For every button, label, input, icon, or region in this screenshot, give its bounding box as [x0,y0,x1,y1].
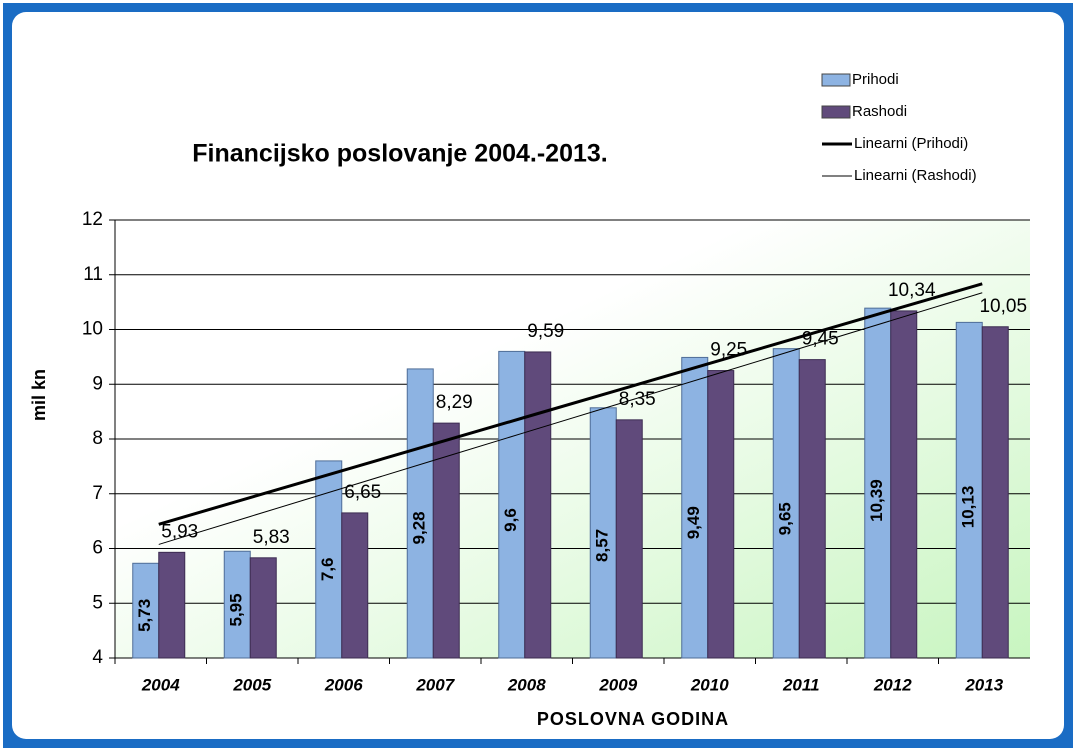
legend-label: Prihodi [852,71,899,88]
x-tick-label: 2012 [873,675,912,694]
chart-title: Financijsko poslovanje 2004.-2013. [192,140,607,168]
bar [681,356,709,659]
legend-swatch [821,73,851,87]
bar [798,359,826,659]
y-tick-label: 11 [83,264,103,285]
legend-label: Linearni (Prihodi) [854,135,968,152]
bar [707,370,735,659]
bar [955,321,983,659]
value-label: 8,35 [619,389,656,410]
y-tick-label: 9 [92,373,103,394]
bar [524,351,552,659]
x-tick-label: 2013 [964,675,1003,694]
y-tick-label: 5 [92,592,103,613]
x-tick-label: 2008 [507,675,546,694]
x-tick-label: 2010 [690,675,729,694]
bar [158,551,186,659]
bar [615,419,643,659]
y-tick-label: 6 [92,538,103,559]
value-label: 10,13 [959,486,978,529]
x-tick-label: 2004 [141,675,180,694]
bar [890,310,918,659]
bar [315,460,343,659]
y-axis-title: mil kn [29,369,49,421]
plot: 4 5 6 7 8 9 10 11 12 2004 2005 2006 2007 2008 2009 2010… [82,71,1030,694]
trendline [158,282,983,526]
value-label: 8,57 [593,529,612,562]
bar [223,550,251,659]
bar [981,326,1009,659]
bar [249,557,277,659]
value-label: 10,05 [979,296,1027,317]
value-label: 6,65 [344,482,381,503]
y-tick-label: 8 [92,428,103,449]
value-label: 9,65 [776,502,795,535]
legend-swatch [821,105,851,119]
legend-label: Linearni (Rashodi) [854,167,977,184]
bar [772,348,800,659]
value-label: 5,93 [161,521,198,542]
value-label: 9,28 [410,511,429,544]
value-label: 8,29 [436,392,473,413]
value-label: 7,6 [318,557,337,581]
value-label: 9,6 [501,508,520,532]
value-label: 5,73 [135,599,154,632]
value-label: 10,34 [888,280,936,301]
legend-label: Rashodi [852,103,907,120]
y-tick-label: 10 [82,319,103,340]
bar [132,562,160,659]
y-tick-label: 4 [92,647,103,668]
value-label: 5,83 [253,527,290,548]
value-label: 5,95 [227,593,246,626]
value-label: 10,39 [867,479,886,522]
trendline [158,292,983,545]
y-tick-label: 12 [82,209,103,230]
x-tick-label: 2007 [415,675,455,694]
x-axis-title: POSLOVNA GODINA [537,709,729,729]
value-label: 9,59 [527,321,564,342]
bar [498,350,526,659]
value-label: 9,49 [684,506,703,539]
y-tick-label: 7 [92,483,103,504]
x-tick-label: 2005 [232,675,271,694]
x-tick-label: 2009 [598,675,637,694]
x-tick-label: 2011 [782,675,820,694]
bar [341,512,369,659]
bar [589,407,617,659]
bar [432,422,460,659]
x-tick-label: 2006 [324,675,363,694]
bar [406,368,434,659]
